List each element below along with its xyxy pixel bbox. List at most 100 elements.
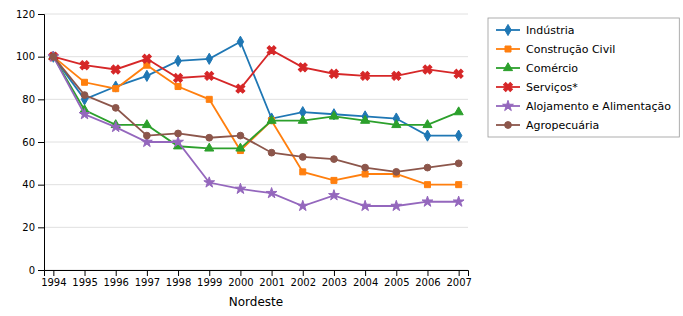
point [267, 115, 276, 123]
x-axis-line [45, 271, 469, 277]
tick-mark [38, 57, 44, 58]
point [299, 154, 306, 161]
point [360, 200, 371, 210]
legend-item: Serviços* [496, 80, 578, 94]
point [298, 115, 307, 123]
tick-label: 2000 [228, 277, 253, 288]
point [237, 132, 244, 139]
tick: 1996 [103, 270, 128, 288]
line [53, 57, 458, 185]
tick: 60 [22, 137, 44, 148]
series [50, 54, 461, 188]
legend-symbol [505, 24, 511, 35]
point [113, 86, 119, 92]
tick-label: 2002 [291, 277, 316, 288]
tick-label: 2006 [415, 277, 440, 288]
point [144, 70, 150, 81]
point [234, 82, 247, 95]
tick-label: 100 [16, 51, 35, 62]
tick: 2005 [384, 270, 409, 288]
tick-label: 2001 [259, 277, 284, 288]
point [235, 183, 246, 193]
tick-label: 2004 [353, 277, 378, 288]
point [265, 44, 278, 57]
tick-label: 120 [16, 9, 35, 20]
series [50, 53, 462, 175]
legend: Indústria Construção Civil Comércio Serviço… [488, 18, 679, 137]
point [362, 164, 369, 171]
tick-label: 1998 [166, 277, 191, 288]
legend-item: Indústria [496, 24, 575, 37]
legend-symbol [505, 46, 511, 52]
legend-item: Comércio [496, 62, 578, 75]
tick-label: 80 [22, 94, 35, 105]
legend-label: Construção Civil [526, 43, 615, 56]
line [53, 50, 458, 88]
grid-line [44, 56, 468, 57]
point [455, 160, 462, 167]
line [53, 42, 458, 136]
point [422, 196, 433, 206]
tick-label: 1995 [72, 277, 97, 288]
point [266, 188, 277, 198]
tick: 2000 [228, 270, 253, 288]
tick: 0 [29, 265, 44, 276]
tick: 1997 [135, 270, 160, 288]
series-group [47, 36, 466, 210]
legend-frame [488, 18, 679, 137]
point [109, 63, 122, 76]
x-axis-title: Nordeste [229, 295, 283, 309]
grid-line [44, 227, 468, 228]
tick-label: 1997 [135, 277, 160, 288]
point [358, 69, 371, 82]
tick: 1998 [166, 270, 191, 288]
tick: 2001 [259, 270, 284, 288]
point [204, 177, 215, 187]
tick-label: 2003 [322, 277, 347, 288]
chart: 1994199519961997199819992000200120022003… [0, 0, 683, 316]
point [237, 36, 243, 47]
point [143, 132, 150, 139]
point [206, 134, 213, 141]
point [297, 200, 308, 210]
grid-line [44, 184, 468, 185]
tick-mark [365, 270, 366, 276]
tick: 20 [22, 222, 44, 233]
legend-label: Agropecuária [526, 119, 599, 132]
legend-label: Indústria [526, 24, 575, 37]
tick: 40 [22, 179, 44, 190]
tick-mark [427, 270, 428, 276]
legend-item: Construção Civil [496, 43, 615, 56]
point [424, 130, 430, 141]
tick-label: 20 [22, 222, 35, 233]
point [453, 196, 464, 206]
tick-mark [85, 270, 86, 276]
tick: 100 [16, 51, 44, 62]
tick-label: 60 [22, 137, 35, 148]
point [424, 182, 430, 188]
point [206, 53, 212, 64]
tick: 2003 [322, 270, 347, 288]
point [206, 96, 212, 102]
tick: 1994 [41, 270, 66, 288]
tick-label: 40 [22, 179, 35, 190]
point [171, 71, 184, 84]
point [456, 182, 462, 188]
point [175, 84, 181, 90]
series [49, 51, 463, 151]
point [423, 120, 432, 128]
point [79, 109, 90, 119]
y-axis: 0 20 40 60 80 100 120 [16, 9, 45, 276]
y-axis-line [38, 15, 45, 271]
series [47, 44, 466, 96]
tick-mark [38, 14, 44, 15]
point [175, 130, 182, 137]
point [142, 120, 151, 128]
point [390, 69, 403, 82]
legend-item: Alojamento e Alimentação [496, 100, 671, 113]
tick: 80 [22, 94, 44, 105]
line [53, 57, 458, 206]
point [78, 58, 91, 71]
point [362, 171, 368, 177]
point [424, 164, 431, 171]
